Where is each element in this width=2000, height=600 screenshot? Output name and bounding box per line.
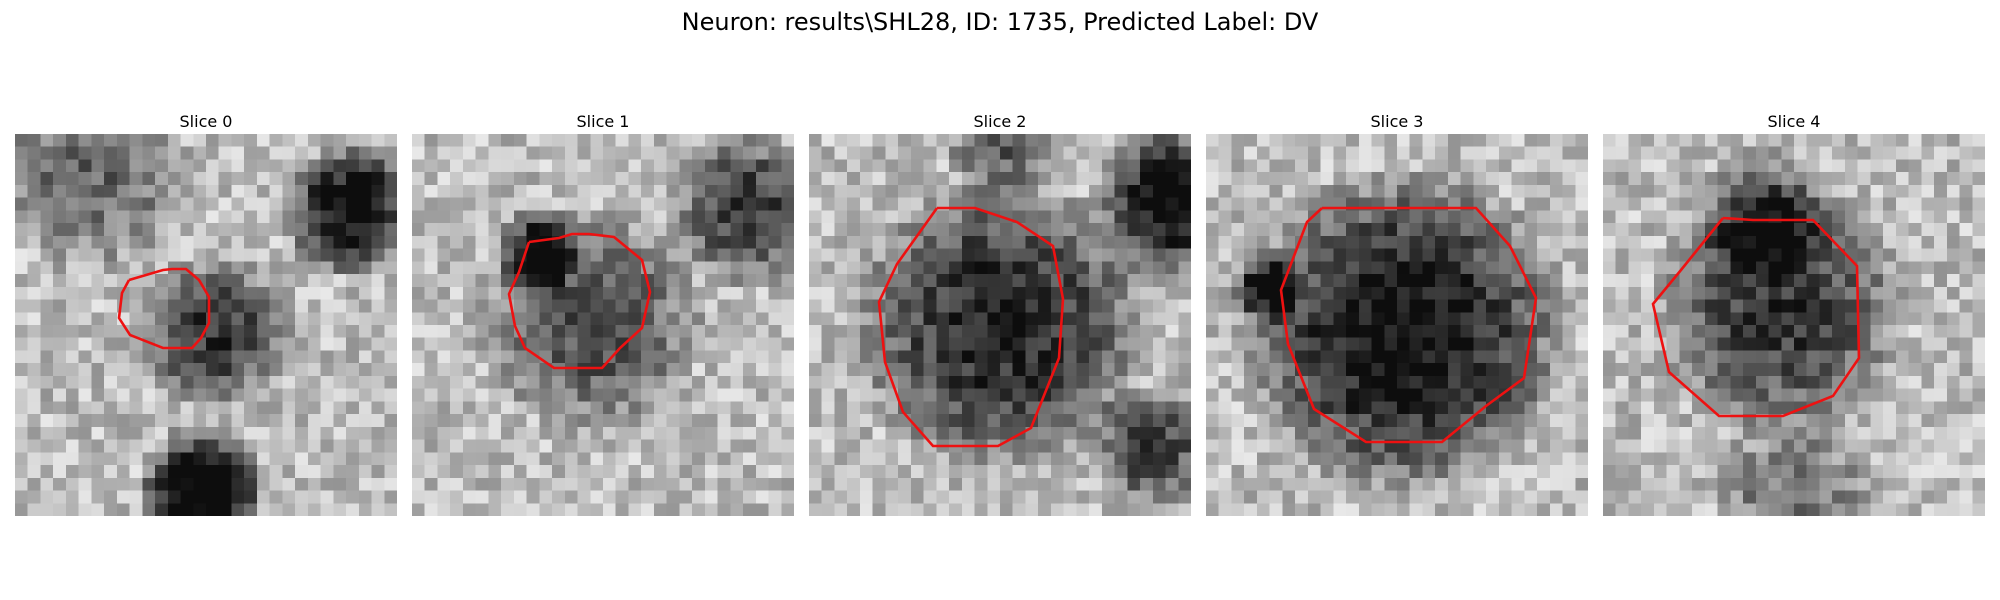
slice-title: Slice 1 [412, 110, 794, 134]
slice-panel-0: Slice 0 [15, 110, 397, 516]
contour-outline [879, 208, 1063, 446]
slice-image-1 [412, 134, 794, 516]
slice-panel-1: Slice 1 [412, 110, 794, 516]
slice-image-0 [15, 134, 397, 516]
neuron-contour-3 [1206, 134, 1588, 516]
slice-title: Slice 2 [809, 110, 1191, 134]
slice-panel-4: Slice 4 [1603, 110, 1985, 516]
figure-title: Neuron: results\SHL28, ID: 1735, Predict… [0, 8, 2000, 36]
contour-outline [509, 234, 650, 368]
slice-image-2 [809, 134, 1191, 516]
neuron-contour-2 [809, 134, 1191, 516]
neuron-contour-0 [15, 134, 397, 516]
contour-outline [119, 269, 209, 348]
slice-title: Slice 4 [1603, 110, 1985, 134]
neuron-contour-4 [1603, 134, 1985, 516]
slice-title: Slice 0 [15, 110, 397, 134]
slice-image-3 [1206, 134, 1588, 516]
slice-title: Slice 3 [1206, 110, 1588, 134]
contour-outline [1281, 208, 1536, 442]
slice-panel-2: Slice 2 [809, 110, 1191, 516]
contour-outline [1653, 218, 1859, 416]
neuron-contour-1 [412, 134, 794, 516]
slice-panel-3: Slice 3 [1206, 110, 1588, 516]
slice-image-4 [1603, 134, 1985, 516]
